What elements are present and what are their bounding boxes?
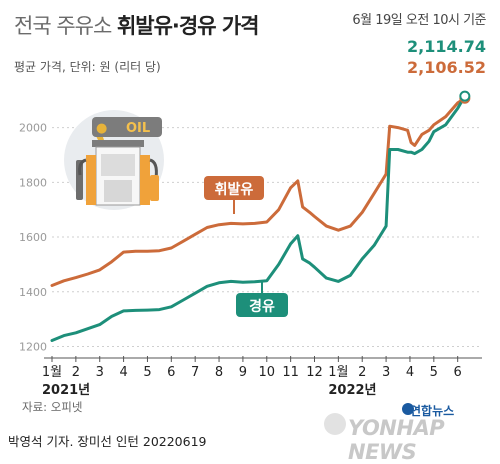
x-tick-label: 12 <box>306 365 323 380</box>
yonhap-logo-mark <box>324 403 414 435</box>
x-tick-label: 1월 <box>328 365 348 380</box>
y-tick-label: 1400 <box>19 286 47 299</box>
title-light: 전국 주유소 <box>14 14 112 38</box>
x-tick-label: 4 <box>119 365 127 380</box>
x-tick-label: 6 <box>454 365 462 380</box>
series-endpoints <box>459 90 471 104</box>
credit-line: 박영석 기자. 장미선 인턴 20220619 <box>8 434 207 449</box>
x-tick-label: 2 <box>72 365 80 380</box>
source-note: 자료: 오피넷 <box>22 400 83 414</box>
svg-text:●: ● <box>96 121 107 136</box>
x-tick-label: 10 <box>258 365 275 380</box>
y-axis-tick-labels: 1200 1400 1600 1800 2000 <box>19 122 47 354</box>
gasoline-line <box>50 96 467 287</box>
page-title: 전국 주유소 휘발유·경유 가격 <box>14 10 259 40</box>
diesel-line <box>50 94 467 342</box>
x-tick-label: 9 <box>239 365 247 380</box>
diesel-label: 경유 <box>249 298 275 315</box>
yonhap-logo-small: 연합뉴스 <box>410 404 455 418</box>
diesel-latest-value: 2,114.74 <box>407 37 486 56</box>
x-tick-label: 7 <box>191 365 199 380</box>
series-lines <box>50 94 467 342</box>
y-tick-label: 1600 <box>19 231 47 244</box>
title-bold: 휘발유·경유 가격 <box>116 14 260 38</box>
x-tick-label: 4 <box>406 365 414 380</box>
gasoline-latest-value: 2,106.52 <box>407 58 486 77</box>
pump-sign-text: OIL <box>126 121 150 136</box>
yonhap-logo-big: YONHAP NEWS <box>348 416 445 464</box>
gasoline-callout: 휘발유 <box>204 176 264 214</box>
diesel-endpoint <box>459 90 471 102</box>
subtitle: 평균 가격, 단위: 원 (리터 당) <box>14 60 161 74</box>
as-of-timestamp: 6월 19일 오전 10시 기준 <box>352 13 486 28</box>
x-tick-label: 6 <box>167 365 175 380</box>
x-tick-label: 3 <box>96 365 104 380</box>
gas-pump-icon: ● OIL <box>64 110 164 210</box>
year-label: 2022년 <box>328 383 376 398</box>
year-label: 2021년 <box>42 383 90 398</box>
x-axis-tick-labels: 1월 2 3 4 5 6 7 8 9 10 11 12 1월 2 3 4 5 6 <box>42 356 482 380</box>
diesel-callout: 경유 <box>236 280 288 317</box>
x-tick-label: 5 <box>430 365 438 380</box>
x-tick-label: 2 <box>358 365 366 380</box>
gasoline-label: 휘발유 <box>215 181 254 198</box>
y-tick-label: 1800 <box>19 176 47 189</box>
x-tick-label: 1월 <box>42 365 62 380</box>
x-tick-label: 5 <box>143 365 151 380</box>
x-tick-label: 8 <box>215 365 223 380</box>
x-tick-label: 11 <box>282 365 299 380</box>
y-tick-label: 2000 <box>19 122 47 135</box>
x-tick-label: 3 <box>382 365 390 380</box>
year-labels: 2021년 2022년 <box>42 383 377 398</box>
y-tick-label: 1200 <box>19 341 47 354</box>
